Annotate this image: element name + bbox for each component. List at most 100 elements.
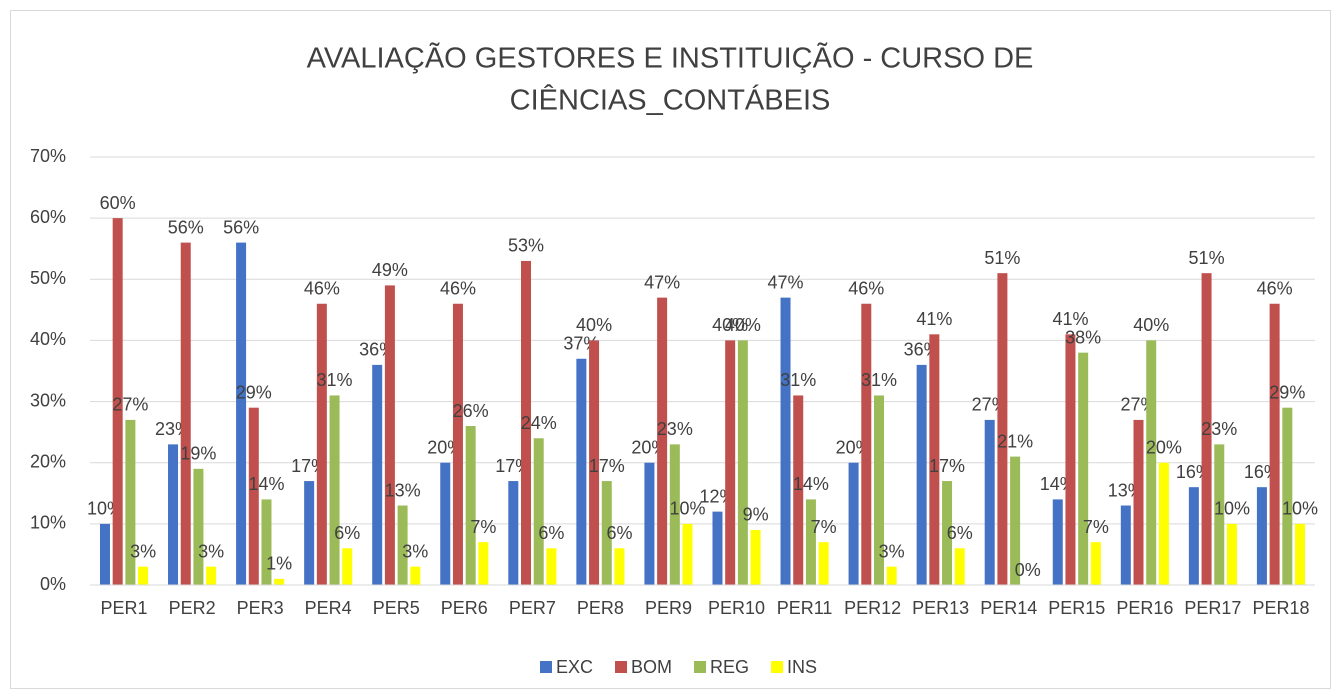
bar <box>793 395 804 585</box>
legend-swatch <box>615 661 628 673</box>
bar <box>1078 352 1089 585</box>
y-tick-label: 20% <box>30 451 66 471</box>
legend-label: BOM <box>631 657 672 677</box>
bar <box>750 529 761 585</box>
data-label: 56% <box>223 217 259 237</box>
data-label: 7% <box>811 517 837 537</box>
bar <box>737 340 748 585</box>
data-label: 60% <box>100 193 136 213</box>
bar <box>873 395 884 585</box>
data-label: 38% <box>1065 327 1101 347</box>
data-label: 6% <box>606 523 632 543</box>
x-tick-label: PER16 <box>1116 598 1173 618</box>
data-label: 13% <box>385 480 421 500</box>
bar <box>861 303 872 585</box>
data-label: 10% <box>1214 499 1250 519</box>
data-label: 23% <box>1201 419 1237 439</box>
data-label: 26% <box>453 401 489 421</box>
data-label: 14% <box>793 474 829 494</box>
data-label: 9% <box>743 505 769 525</box>
bar <box>614 548 625 585</box>
data-label: 6% <box>947 523 973 543</box>
bar <box>546 548 557 585</box>
bar <box>929 334 940 585</box>
bar <box>669 444 680 585</box>
bar <box>780 297 791 585</box>
data-label: 7% <box>470 517 496 537</box>
data-label: 23% <box>657 419 693 439</box>
bar <box>478 542 489 585</box>
data-label: 46% <box>304 278 340 298</box>
bar <box>372 364 383 585</box>
data-label: 53% <box>508 236 544 256</box>
data-label: 17% <box>589 456 625 476</box>
bar <box>712 511 723 585</box>
bar <box>1282 407 1293 585</box>
data-label: 41% <box>916 309 952 329</box>
data-label: 7% <box>1083 517 1109 537</box>
data-label: 29% <box>1269 382 1305 402</box>
y-tick-label: 50% <box>30 268 66 288</box>
chart-title: CIÊNCIAS_CONTÁBEIS <box>510 84 831 117</box>
data-label: 40% <box>712 315 748 335</box>
data-label: 10% <box>670 499 706 519</box>
bar <box>1158 462 1169 585</box>
y-tick-label: 10% <box>30 513 66 533</box>
x-tick-label: PER17 <box>1184 598 1241 618</box>
x-tick-label: PER14 <box>980 598 1037 618</box>
data-label: 56% <box>168 217 204 237</box>
bar <box>1214 444 1225 585</box>
bar <box>644 462 655 585</box>
bar <box>997 273 1008 585</box>
bar <box>112 218 123 585</box>
bar <box>916 364 927 585</box>
bar <box>125 419 136 585</box>
bar <box>533 438 544 585</box>
data-label: 0% <box>1015 560 1041 580</box>
bar <box>465 426 476 585</box>
data-label: 3% <box>879 541 905 561</box>
data-label: 20% <box>1146 437 1182 457</box>
legend-label: EXC <box>556 657 593 677</box>
x-tick-label: PER13 <box>912 598 969 618</box>
data-label: 41% <box>1052 309 1088 329</box>
bar <box>886 566 897 585</box>
legend-label: INS <box>787 657 817 677</box>
data-label: 49% <box>372 260 408 280</box>
bar <box>848 462 859 585</box>
bar <box>521 260 532 585</box>
y-tick-label: 60% <box>30 207 66 227</box>
bar <box>1201 273 1212 585</box>
bar <box>168 444 179 585</box>
bar <box>1295 523 1306 585</box>
x-tick-label: PER4 <box>305 598 352 618</box>
x-tick-label: PER9 <box>645 598 692 618</box>
bar <box>1090 542 1101 585</box>
x-tick-label: PER6 <box>441 598 488 618</box>
bar <box>329 395 340 585</box>
bar <box>99 523 110 585</box>
data-label: 6% <box>538 523 564 543</box>
bar <box>1052 499 1063 585</box>
bar <box>601 481 612 585</box>
bar <box>261 499 272 585</box>
data-label: 40% <box>725 315 761 335</box>
bar <box>342 548 353 585</box>
data-label: 3% <box>198 541 224 561</box>
bar <box>576 358 587 585</box>
bar <box>304 481 315 585</box>
y-tick-label: 40% <box>30 329 66 349</box>
data-label: 27% <box>112 395 148 415</box>
data-label: 14% <box>248 474 284 494</box>
x-tick-label: PER18 <box>1252 598 1309 618</box>
data-label: 10% <box>1282 499 1318 519</box>
bar <box>206 566 217 585</box>
bar <box>440 462 451 585</box>
data-label: 31% <box>780 370 816 390</box>
bar <box>657 297 668 585</box>
x-tick-label: PER8 <box>577 598 624 618</box>
bar <box>818 542 829 585</box>
bar <box>397 505 408 585</box>
data-label: 51% <box>984 248 1020 268</box>
bar <box>508 481 519 585</box>
